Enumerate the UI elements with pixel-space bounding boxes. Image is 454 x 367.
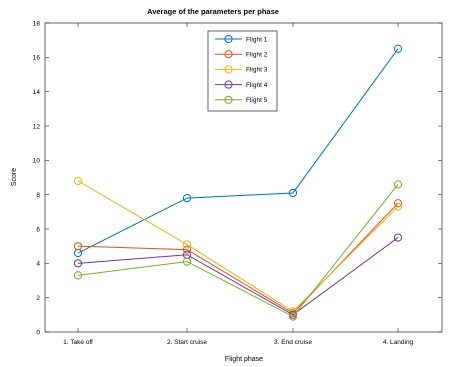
legend-label: Flight 5	[246, 97, 268, 104]
x-axis: 1. Take off 2. Start cruise 3. End cruise 4…	[63, 23, 414, 346]
data-point	[393, 44, 403, 53]
legend-label: Flight 3	[246, 67, 268, 74]
legend: Flight 1 Flight 2 Flight 3 Flight 4 Flight 5	[207, 30, 278, 112]
series-line-flight-3	[77, 180, 399, 313]
x-tick-label: 2. Start cruise	[167, 339, 207, 346]
y-tick-label: 14	[33, 89, 41, 96]
data-point	[73, 176, 83, 186]
y-tick-label: 4	[36, 261, 40, 268]
data-point	[182, 245, 192, 254]
y-tick-label: 8	[36, 192, 40, 199]
y-tick-label: 2	[36, 295, 40, 302]
x-tick-label: 3. End cruise	[274, 339, 312, 346]
x-axis-label: Flight phase	[225, 356, 263, 363]
y-axis: 0 2 4 6 8 10 12 14 16 18	[33, 20, 442, 336]
legend-marker	[224, 34, 233, 44]
y-tick-label: 10	[33, 158, 41, 165]
x-tick-label: 1. Take off	[63, 339, 93, 346]
legend-label: Flight 4	[246, 82, 268, 89]
data-point	[73, 242, 83, 251]
data-point	[288, 312, 298, 321]
legend-marker	[224, 80, 233, 89]
y-tick-label: 16	[33, 55, 41, 62]
series-layer	[73, 44, 403, 321]
legend-marker	[224, 50, 233, 59]
y-tick-label: 12	[33, 123, 41, 130]
legend-marker	[224, 65, 233, 74]
data-point	[393, 202, 403, 211]
data-point	[393, 233, 403, 242]
series-line-flight-4	[77, 237, 399, 316]
data-point	[73, 259, 83, 268]
data-point	[393, 180, 403, 189]
chart-title: Average of the parameters per phase	[147, 7, 279, 16]
series-line-flight-5	[77, 184, 399, 318]
y-axis-label: Score	[11, 168, 18, 186]
y-tick-label: 6	[36, 226, 40, 233]
x-tick-label: 4. Landing	[383, 339, 414, 346]
data-point	[182, 257, 192, 266]
plot-area	[44, 22, 443, 333]
series-line-flight-2	[77, 202, 399, 314]
legend-label: Flight 2	[246, 52, 268, 59]
legend-label: Flight 1	[246, 36, 268, 43]
data-point	[288, 188, 298, 198]
data-point	[182, 194, 192, 203]
series-line-flight-1	[77, 48, 399, 254]
legend-box	[207, 30, 278, 112]
y-tick-label: 0	[36, 329, 40, 336]
data-point	[182, 240, 192, 249]
data-point	[73, 271, 83, 280]
legend-marker	[224, 95, 233, 104]
y-tick-label: 18	[33, 20, 41, 27]
